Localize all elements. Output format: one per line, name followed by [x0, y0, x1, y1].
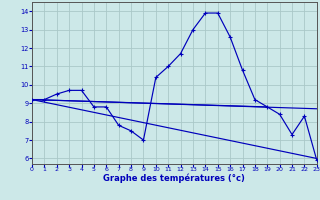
- X-axis label: Graphe des températures (°c): Graphe des températures (°c): [103, 174, 245, 183]
